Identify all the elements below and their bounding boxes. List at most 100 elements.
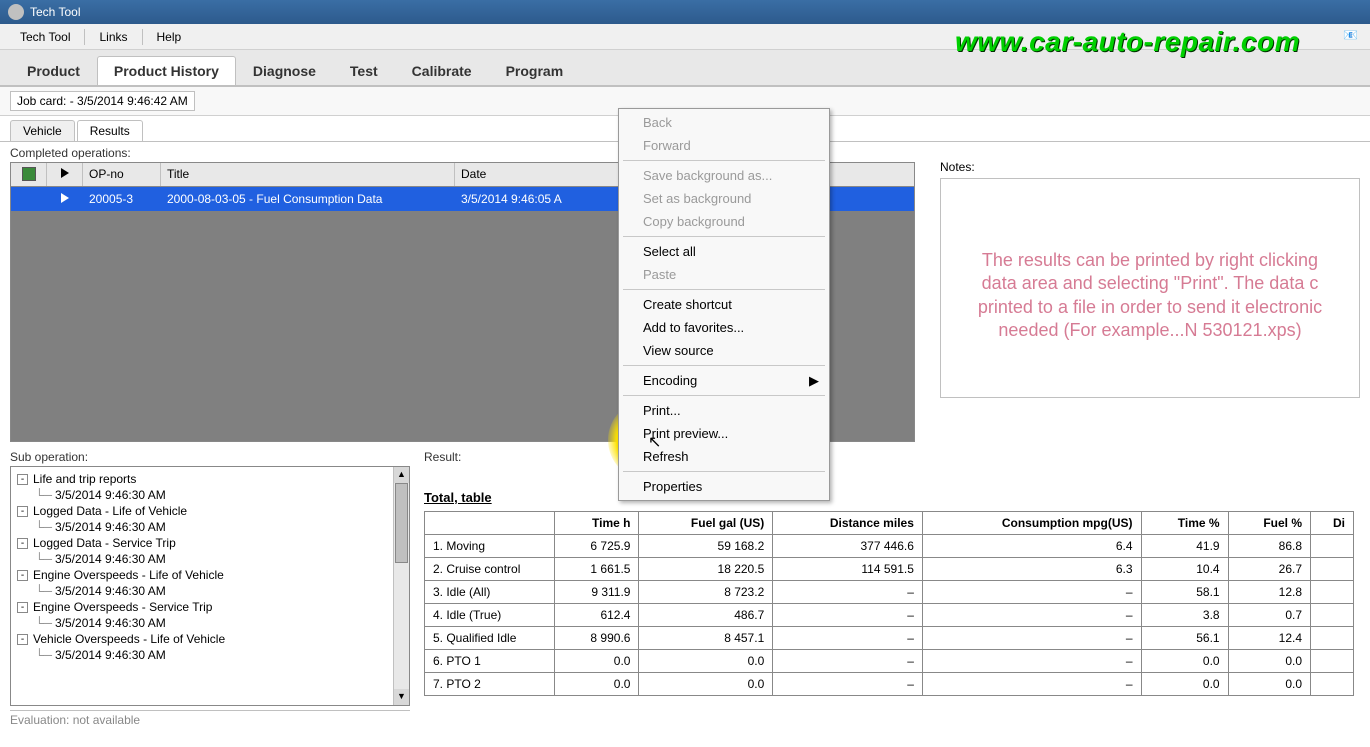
result-cell: 1 661.5: [555, 558, 639, 581]
result-table[interactable]: Time hFuel gal (US)Distance milesConsump…: [424, 511, 1354, 696]
menu-separator: [623, 471, 825, 472]
tree-toggle-icon[interactable]: -: [17, 634, 28, 645]
tree-child-item[interactable]: 3/5/2014 9:46:30 AM: [15, 615, 405, 631]
tree-toggle-icon[interactable]: -: [17, 602, 28, 613]
result-row[interactable]: 2. Cruise control1 661.518 220.5114 591.…: [425, 558, 1354, 581]
app-icon: [8, 4, 24, 20]
result-cell: 9 311.9: [555, 581, 639, 604]
tree-parent-item[interactable]: -Vehicle Overspeeds - Life of Vehicle: [15, 631, 405, 647]
tree-child-item[interactable]: 3/5/2014 9:46:30 AM: [15, 551, 405, 567]
scroll-thumb[interactable]: [395, 483, 408, 563]
scroll-down-button[interactable]: ▼: [394, 689, 409, 705]
result-col-header[interactable]: Fuel gal (US): [639, 512, 773, 535]
col-play: [47, 163, 83, 186]
menu-links[interactable]: Links: [89, 28, 137, 46]
tree-parent-item[interactable]: -Logged Data - Life of Vehicle: [15, 503, 405, 519]
context-menu-item[interactable]: Print preview...: [621, 422, 827, 445]
tree-child-item[interactable]: 3/5/2014 9:46:30 AM: [15, 583, 405, 599]
result-row[interactable]: 6. PTO 10.00.0––0.00.0: [425, 650, 1354, 673]
tree-item-label: Engine Overspeeds - Life of Vehicle: [33, 568, 224, 582]
context-menu-item[interactable]: Properties: [621, 475, 827, 498]
context-menu-item[interactable]: Refresh: [621, 445, 827, 468]
result-cell: –: [773, 673, 923, 696]
sub-tab-vehicle[interactable]: Vehicle: [10, 120, 75, 141]
tree-child-item[interactable]: 3/5/2014 9:46:30 AM: [15, 487, 405, 503]
submenu-arrow-icon: ▶: [809, 373, 819, 389]
tree-toggle-icon[interactable]: -: [17, 570, 28, 581]
result-cell: 0.0: [639, 650, 773, 673]
result-cell: –: [773, 604, 923, 627]
result-cell: 2. Cruise control: [425, 558, 555, 581]
tree-parent-item[interactable]: -Life and trip reports: [15, 471, 405, 487]
menu-divider: [142, 29, 143, 45]
tab-calibrate[interactable]: Calibrate: [395, 56, 489, 85]
result-col-header[interactable]: Consumption mpg(US): [922, 512, 1141, 535]
context-menu-item[interactable]: View source: [621, 339, 827, 362]
tree-scrollbar[interactable]: ▲ ▼: [393, 467, 409, 705]
result-col-header[interactable]: Di: [1311, 512, 1354, 535]
menu-separator: [623, 365, 825, 366]
sub-operation-label: Sub operation:: [10, 448, 410, 466]
play-icon: [61, 193, 69, 203]
result-col-header[interactable]: Time %: [1141, 512, 1228, 535]
tree-child-item[interactable]: 3/5/2014 9:46:30 AM: [15, 647, 405, 663]
result-cell: –: [922, 673, 1141, 696]
status-icon: [22, 167, 36, 181]
tree-child-item[interactable]: 3/5/2014 9:46:30 AM: [15, 519, 405, 535]
tab-diagnose[interactable]: Diagnose: [236, 56, 333, 85]
result-col-header[interactable]: Fuel %: [1228, 512, 1310, 535]
result-col-header[interactable]: [425, 512, 555, 535]
tree-item-label: Vehicle Overspeeds - Life of Vehicle: [33, 632, 225, 646]
result-cell: 8 457.1: [639, 627, 773, 650]
result-row[interactable]: 7. PTO 20.00.0––0.00.0: [425, 673, 1354, 696]
sub-tab-results[interactable]: Results: [77, 120, 143, 141]
cell-title: 2000-08-03-05 - Fuel Consumption Data: [161, 190, 455, 208]
menu-help[interactable]: Help: [147, 28, 192, 46]
menu-separator: [623, 395, 825, 396]
result-cell: 41.9: [1141, 535, 1228, 558]
result-cell: 0.7: [1228, 604, 1310, 627]
context-menu-item: Paste: [621, 263, 827, 286]
result-cell: –: [922, 627, 1141, 650]
tree-item-label: Logged Data - Service Trip: [33, 536, 176, 550]
context-menu-item[interactable]: Print...: [621, 399, 827, 422]
result-row[interactable]: 5. Qualified Idle8 990.68 457.1––56.112.…: [425, 627, 1354, 650]
result-cell: 8 990.6: [555, 627, 639, 650]
col-opno[interactable]: OP-no: [83, 163, 161, 186]
tab-product-history[interactable]: Product History: [97, 56, 236, 85]
context-menu-item: Forward: [621, 134, 827, 157]
menu-separator: [623, 236, 825, 237]
result-cell: 486.7: [639, 604, 773, 627]
sub-operation-tree[interactable]: -Life and trip reports3/5/2014 9:46:30 A…: [10, 466, 410, 706]
menu-tech-tool[interactable]: Tech Tool: [10, 28, 80, 46]
result-cell: 114 591.5: [773, 558, 923, 581]
notification-icon[interactable]: 📧: [1343, 28, 1358, 42]
tree-parent-item[interactable]: -Logged Data - Service Trip: [15, 535, 405, 551]
context-menu-item[interactable]: Encoding▶: [621, 369, 827, 392]
result-row[interactable]: 1. Moving6 725.959 168.2377 446.66.441.9…: [425, 535, 1354, 558]
notes-area[interactable]: The results can be printed by right clic…: [940, 178, 1360, 398]
result-row[interactable]: 4. Idle (True)612.4486.7––3.80.7: [425, 604, 1354, 627]
result-cell: [1311, 650, 1354, 673]
scroll-up-button[interactable]: ▲: [394, 467, 409, 483]
context-menu-item[interactable]: Select all: [621, 240, 827, 263]
result-col-header[interactable]: Time h: [555, 512, 639, 535]
tab-product[interactable]: Product: [10, 56, 97, 85]
tab-program[interactable]: Program: [489, 56, 581, 85]
tab-test[interactable]: Test: [333, 56, 395, 85]
result-cell: 56.1: [1141, 627, 1228, 650]
result-col-header[interactable]: Distance miles: [773, 512, 923, 535]
tree-parent-item[interactable]: -Engine Overspeeds - Service Trip: [15, 599, 405, 615]
tree-toggle-icon[interactable]: -: [17, 506, 28, 517]
tree-toggle-icon[interactable]: -: [17, 538, 28, 549]
context-menu-item[interactable]: Create shortcut: [621, 293, 827, 316]
result-cell: –: [922, 650, 1141, 673]
result-cell: 12.4: [1228, 627, 1310, 650]
tree-parent-item[interactable]: -Engine Overspeeds - Life of Vehicle: [15, 567, 405, 583]
result-cell: 0.0: [555, 673, 639, 696]
col-title[interactable]: Title: [161, 163, 455, 186]
context-menu-item[interactable]: Add to favorites...: [621, 316, 827, 339]
menu-separator: [623, 160, 825, 161]
result-row[interactable]: 3. Idle (All)9 311.98 723.2––58.112.8: [425, 581, 1354, 604]
tree-toggle-icon[interactable]: -: [17, 474, 28, 485]
